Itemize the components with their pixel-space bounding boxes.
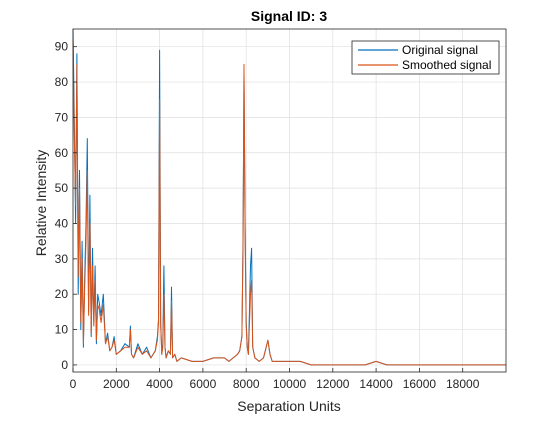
y-tick-label: 10	[55, 323, 69, 337]
legend-box	[351, 40, 500, 75]
x-tick-label: 8000	[233, 377, 260, 391]
y-tick-label: 0	[61, 358, 68, 372]
y-tick-label: 90	[55, 40, 69, 54]
y-tick-label: 50	[55, 181, 69, 195]
x-axis-label: Separation Units	[237, 398, 341, 414]
x-tick-label: 0	[70, 377, 77, 391]
ticks: 0 2000 4000 6000 8000 10000 12000 14000 16000 180…	[55, 40, 480, 391]
y-tick-label: 30	[55, 252, 69, 266]
y-tick-label: 60	[55, 146, 69, 160]
y-tick-label: 20	[55, 287, 69, 301]
series-layer	[72, 28, 506, 366]
y-tick-label: 40	[55, 216, 69, 230]
x-tick-label: 14000	[359, 377, 393, 391]
legend-label-original: Original signal	[402, 43, 478, 57]
x-tick-label: 4000	[146, 377, 173, 391]
chart-title: Signal ID: 3	[251, 8, 327, 24]
series-line-smoothed	[72, 39, 506, 366]
y-axis-label: Relative Intensity	[33, 150, 49, 257]
x-tick-label: 16000	[403, 377, 437, 391]
grid	[72, 29, 506, 372]
y-tick-label: 80	[55, 75, 69, 89]
x-tick-label: 18000	[446, 377, 480, 391]
x-tick-label: 10000	[273, 377, 307, 391]
x-tick-label: 2000	[103, 377, 130, 391]
legend: Original signal Smoothed signal	[351, 40, 500, 75]
x-tick-label: 6000	[190, 377, 217, 391]
y-tick-label: 70	[55, 110, 69, 124]
x-tick-label: 12000	[316, 377, 350, 391]
legend-label-smoothed: Smoothed signal	[402, 58, 491, 72]
